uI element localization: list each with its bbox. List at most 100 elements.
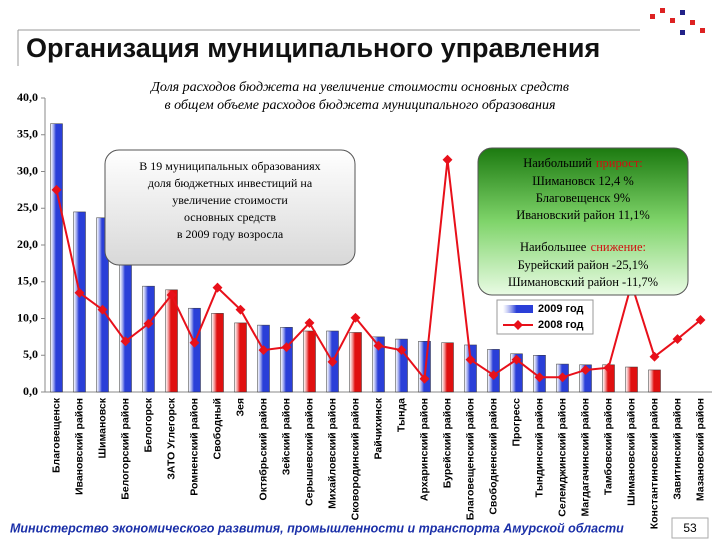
marker [189, 337, 200, 348]
marker [143, 318, 154, 329]
note-text: В 19 муниципальных образованиях [139, 159, 320, 173]
subtitle: в общем объеме расходов бюджета муниципа… [165, 98, 556, 113]
x-tick-label: ЗАТО Углегорск [165, 397, 177, 479]
note-text: Благовещенск 9% [536, 191, 631, 205]
x-tick-label: Тында [395, 398, 407, 432]
note-text: увеличение стоимости [172, 193, 288, 207]
marker [235, 304, 246, 315]
bar [303, 330, 316, 393]
page-box [671, 517, 709, 539]
x-tick-label: Зея [234, 398, 246, 417]
marker [580, 365, 591, 375]
footer: Министерство экономического развития, пр… [10, 521, 624, 535]
note-heading: Наибольший прирост: [523, 156, 643, 170]
page-number: 53 [683, 521, 697, 535]
bar [441, 342, 454, 393]
bar [234, 322, 247, 393]
x-tick-label: Ивановский район [73, 398, 85, 495]
bar [280, 327, 293, 393]
x-tick-label: Мазановский район [694, 398, 706, 501]
bar [418, 341, 431, 393]
bar [349, 332, 362, 393]
x-tick-label: Белогорск [142, 397, 154, 452]
x-tick-label: Благовещенск [50, 397, 62, 473]
y-tick-label: 5,0 [23, 347, 38, 361]
marker [350, 312, 361, 323]
bar [372, 336, 385, 393]
marker [396, 345, 407, 356]
x-tick-label: Шимановск [96, 397, 108, 458]
bar [464, 344, 477, 393]
marker [281, 342, 292, 353]
legend-label: 2008 год [538, 319, 584, 331]
note-heading: Наибольшее [520, 240, 587, 254]
x-tick-label: Ромненский район [188, 398, 200, 496]
marker [166, 290, 177, 300]
x-tick-label: Тамбовский район [602, 398, 614, 495]
y-tick-label: 30,0 [17, 163, 38, 177]
y-tick-label: 40,0 [17, 90, 38, 104]
note-text: основных средств [184, 210, 276, 224]
x-tick-label: Свободный [211, 398, 223, 460]
legend-swatch [513, 320, 523, 330]
marker [419, 373, 430, 384]
marker [212, 282, 223, 293]
x-tick-label: Сковородинский район [349, 398, 361, 520]
note-box [104, 149, 356, 266]
note-box [477, 147, 689, 296]
note-text: Бурейский район -25,1% [518, 258, 649, 272]
note-emphasis: снижение: [591, 240, 646, 254]
x-tick-label: Бурейский район [441, 398, 453, 488]
x-tick-label: Свободненский район [487, 398, 499, 515]
bar [188, 307, 201, 393]
note-text: в 2009 году возросла [177, 227, 284, 241]
marker [672, 334, 683, 345]
x-tick-label: Шимановский район [625, 398, 637, 506]
x-tick-label: Серышевский район [303, 398, 315, 506]
y-tick-label: 20,0 [17, 237, 38, 251]
note-text: Ивановский район 11,1% [516, 208, 650, 222]
legend-label: 2009 год [538, 303, 584, 315]
note-heading: Наибольший [523, 156, 592, 170]
y-tick-label: 35,0 [17, 127, 38, 141]
marker [649, 351, 660, 362]
marker [442, 154, 453, 165]
marker [557, 372, 568, 383]
bar [648, 369, 661, 393]
marker [603, 362, 614, 373]
x-tick-label: Тындинский район [533, 398, 545, 497]
x-tick-label: Михайловский район [326, 398, 338, 509]
marker [258, 345, 269, 356]
bar [257, 324, 270, 393]
note-text: доля бюджетных инвестиций на [148, 176, 313, 190]
x-tick-label: Белогорский район [119, 398, 131, 500]
x-tick-label: Благовещенский район [464, 398, 476, 520]
x-tick-label: Селемджинский район [556, 398, 568, 517]
x-tick-label: Прогресс [510, 398, 522, 447]
y-tick-label: 10,0 [17, 310, 38, 324]
marker [51, 184, 62, 195]
legend-swatch [503, 305, 533, 313]
y-tick-label: 25,0 [17, 200, 38, 214]
marker [488, 370, 499, 381]
bar [73, 211, 86, 393]
x-tick-label: Райчихинск [372, 397, 384, 459]
y-tick-label: 15,0 [17, 274, 38, 288]
bar [625, 366, 638, 393]
title: Организация муниципального управления [26, 33, 600, 63]
x-tick-label: Архаринский район [418, 398, 430, 501]
marker [327, 356, 338, 367]
logo-dots [650, 8, 705, 35]
x-tick-label: Завитинский район [671, 398, 683, 500]
marker [373, 340, 384, 351]
bar [50, 123, 63, 393]
marker [534, 372, 545, 383]
note-text: Шимановский район -11,7% [508, 275, 658, 289]
bar [510, 353, 523, 393]
note-text: Шимановск 12,4 % [532, 174, 634, 188]
bar [165, 289, 178, 393]
x-tick-label: Зейский район [280, 398, 292, 475]
x-tick-label: Константиновский район [648, 398, 660, 529]
x-tick-label: Магдагачинский район [579, 398, 591, 516]
